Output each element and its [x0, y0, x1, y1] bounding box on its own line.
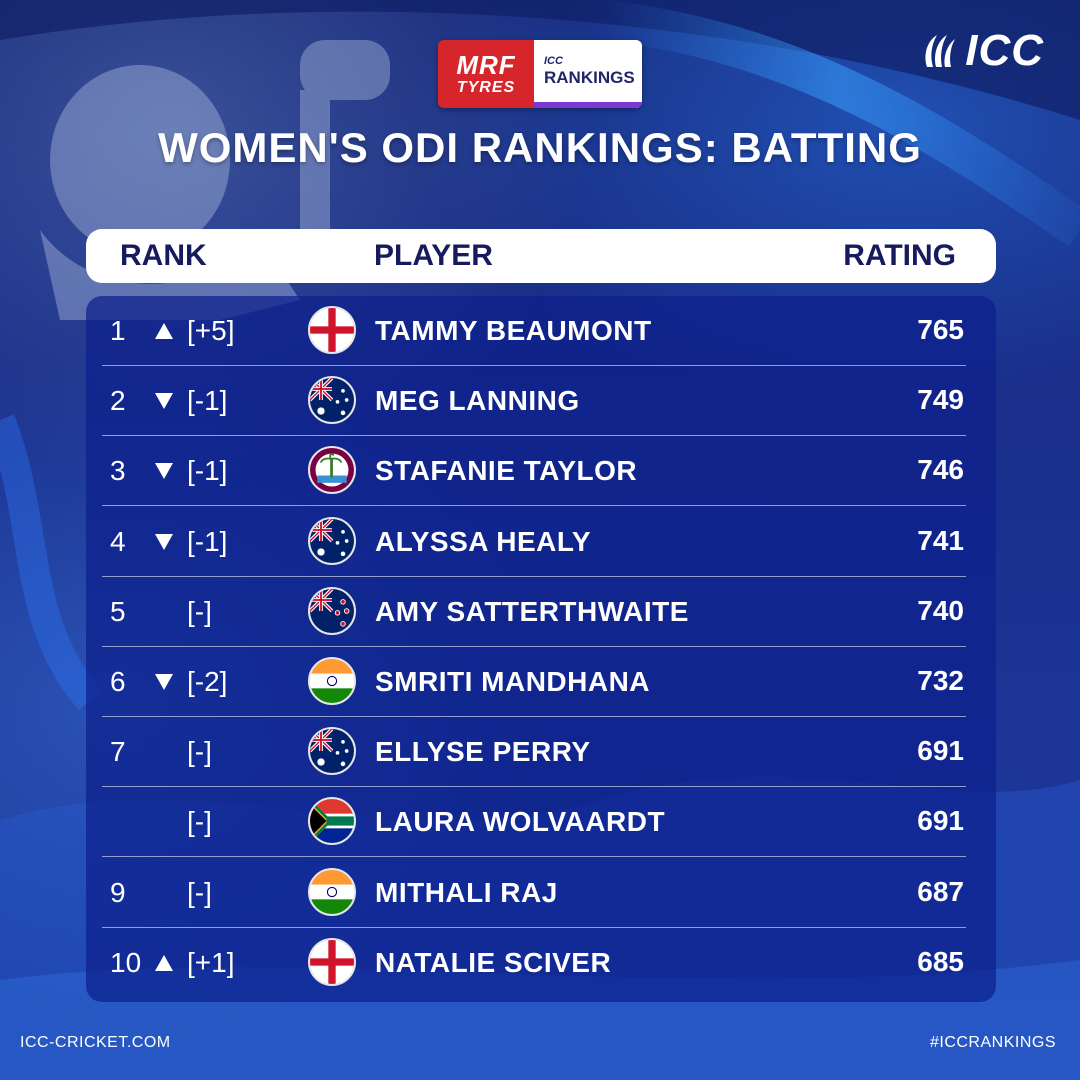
india-flag-icon [308, 867, 356, 916]
rank-number: 9 [110, 876, 126, 908]
table-row: 9 [-] MITHALI RAJ 687 [86, 858, 996, 928]
player-name: AMY SATTERTHWAITE [375, 595, 689, 627]
icc-logo: ICC [921, 26, 1044, 76]
player-name: STAFANIE TAYLOR [375, 455, 638, 487]
row-divider [102, 786, 966, 788]
row-divider [102, 926, 966, 928]
rank-up-icon [155, 323, 173, 339]
player-name: MITHALI RAJ [375, 876, 558, 908]
table-row: 2 [-1] MEG LANNING 749 [86, 366, 996, 437]
rank-number: 6 [110, 666, 126, 697]
rank-number: 4 [110, 525, 126, 557]
table-row: 10 [+1] NATALIE SCIVER 685 [86, 928, 996, 998]
player-name: TAMMY BEAUMONT [375, 315, 652, 346]
player-rating: 685 [917, 945, 964, 977]
player-rating: 741 [917, 524, 964, 556]
rank-change: [-] [187, 595, 212, 627]
rankings-table: 1 [+5] TAMMY BEAUMONT 765 2 [-1] MEG LAN… [86, 296, 996, 1002]
icc-logo-text: ICC [965, 26, 1044, 75]
header-rank: RANK [120, 239, 207, 272]
player-rating: 691 [917, 805, 964, 837]
rank-change: [-2] [187, 666, 228, 697]
rank-change: [-] [187, 736, 212, 768]
player-rating: 740 [917, 594, 964, 626]
table-row: 7 [-] ELLYSE PERRY 691 [86, 717, 996, 788]
table-row: 4 [-1] ALYSSA HEALY 741 [86, 507, 996, 577]
sponsor-brand-line2: TYRES [456, 79, 516, 96]
row-divider [102, 645, 966, 647]
rank-number: 2 [110, 385, 126, 417]
rank-number: 7 [110, 736, 126, 768]
player-name: NATALIE SCIVER [375, 946, 612, 978]
table-row: [-] LAURA WOLVAARDT 691 [86, 787, 996, 858]
rank-down-icon [155, 674, 173, 690]
row-divider [102, 365, 966, 366]
player-name: ELLYSE PERRY [375, 736, 591, 768]
rank-number: 5 [110, 595, 126, 627]
england-flag-icon [308, 937, 356, 986]
player-name: LAURA WOLVAARDT [375, 806, 666, 838]
icc-rankings-logo: ICC RANKINGS [534, 40, 642, 108]
australia-flag-icon [308, 727, 356, 776]
row-divider [102, 435, 966, 437]
page-title: WOMEN'S ODI RANKINGS: BATTING [158, 124, 922, 171]
player-name: MEG LANNING [375, 385, 580, 417]
rank-change: [-1] [187, 385, 228, 417]
player-rating: 749 [917, 384, 964, 416]
icc-swoosh-icon [925, 35, 956, 67]
row-divider [102, 575, 966, 577]
rank-change: [-] [187, 876, 212, 908]
table-row: 5 [-] AMY SATTERTHWAITE 740 [86, 577, 996, 647]
footer-hashtag: #ICCRANKINGS [929, 1034, 1056, 1051]
row-divider [102, 505, 966, 507]
rank-number: 3 [110, 455, 126, 487]
rank-change: [-] [187, 806, 212, 838]
sponsor-icc-small: ICC [544, 55, 563, 67]
australia-flag-icon [308, 376, 356, 425]
table-row: 1 [+5] TAMMY BEAUMONT 765 [86, 296, 996, 366]
player-name: ALYSSA HEALY [375, 525, 592, 557]
player-rating: 746 [917, 454, 964, 486]
header-player: PLAYER [374, 239, 493, 272]
table-row: 6 [-2] SMRITI MANDHANA 732 [86, 647, 996, 717]
australia-flag-icon [308, 516, 356, 565]
player-name: SMRITI MANDHANA [375, 666, 651, 697]
sponsor-brand-line1: MRF [456, 50, 516, 80]
england-flag-icon [308, 306, 356, 354]
india-flag-icon [308, 657, 356, 705]
player-rating: 691 [917, 735, 964, 767]
rank-change: [+1] [187, 946, 235, 978]
table-row: 3 [-1] STAFANIE TAYLOR 746 [86, 436, 996, 507]
mrf-tyres-logo: MRF TYRES [438, 40, 534, 108]
player-rating: 687 [917, 875, 964, 907]
header-rating: RATING [843, 239, 956, 272]
rank-down-icon [155, 393, 173, 410]
south-africa-flag-icon [308, 797, 356, 846]
west-indies-flag-icon [308, 446, 356, 495]
sponsor-icc-big: RANKINGS [544, 68, 635, 87]
row-divider [102, 716, 966, 717]
rank-down-icon [155, 533, 173, 550]
rank-number: 1 [110, 315, 126, 346]
rank-number: 10 [110, 946, 142, 978]
rank-up-icon [155, 954, 173, 971]
row-divider [102, 856, 966, 858]
rank-down-icon [155, 463, 173, 480]
rank-change: [-1] [187, 525, 228, 557]
rank-change: [+5] [187, 315, 235, 346]
table-header: RANK PLAYER RATING [86, 229, 996, 283]
sponsor-badge: MRF TYRES ICC RANKINGS [438, 40, 642, 108]
player-rating: 765 [917, 314, 964, 345]
footer-website: ICC-CRICKET.COM [20, 1034, 171, 1051]
new-zealand-flag-icon [308, 586, 356, 635]
player-rating: 732 [917, 665, 964, 696]
rank-change: [-1] [187, 455, 228, 487]
